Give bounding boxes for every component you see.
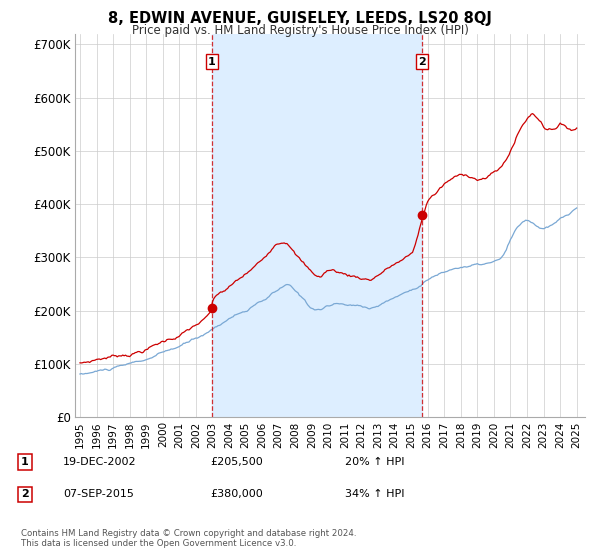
Bar <box>212 34 422 417</box>
Text: 07-SEP-2015: 07-SEP-2015 <box>63 489 134 500</box>
Text: 8, EDWIN AVENUE, GUISELEY, LEEDS, LS20 8QJ: 8, EDWIN AVENUE, GUISELEY, LEEDS, LS20 8… <box>108 11 492 26</box>
Text: £380,000: £380,000 <box>210 489 263 500</box>
Text: £205,500: £205,500 <box>210 457 263 467</box>
Text: Price paid vs. HM Land Registry's House Price Index (HPI): Price paid vs. HM Land Registry's House … <box>131 24 469 36</box>
Text: Contains HM Land Registry data © Crown copyright and database right 2024.: Contains HM Land Registry data © Crown c… <box>21 529 356 538</box>
Text: 34% ↑ HPI: 34% ↑ HPI <box>345 489 404 500</box>
Text: 1: 1 <box>21 457 29 467</box>
Text: 20% ↑ HPI: 20% ↑ HPI <box>345 457 404 467</box>
Text: This data is licensed under the Open Government Licence v3.0.: This data is licensed under the Open Gov… <box>21 539 296 548</box>
Text: 19-DEC-2002: 19-DEC-2002 <box>63 457 137 467</box>
Text: 2: 2 <box>418 57 426 67</box>
Text: 2: 2 <box>21 489 29 500</box>
Text: 1: 1 <box>208 57 216 67</box>
